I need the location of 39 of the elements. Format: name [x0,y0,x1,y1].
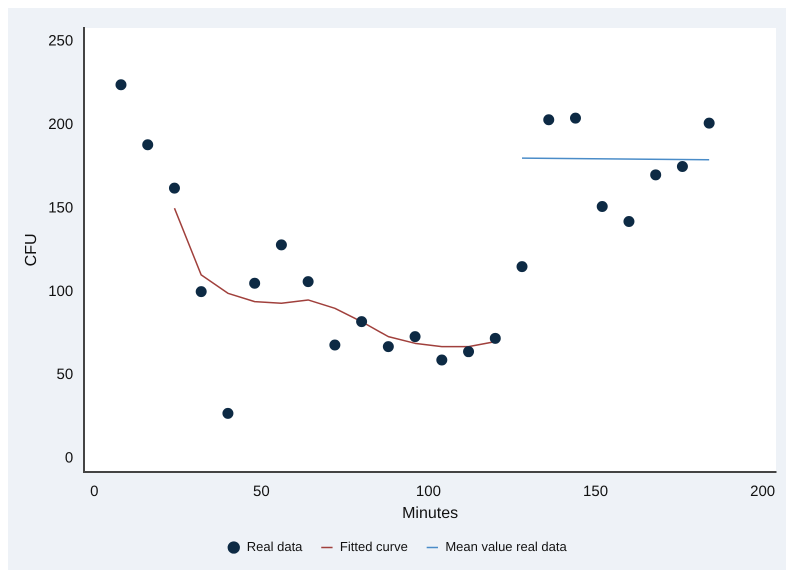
x-tick-label: 150 [583,482,608,500]
point [115,79,126,90]
point [596,201,608,212]
y-tick-label: 150 [48,199,74,216]
point [490,332,501,344]
legend-label: Real data [246,539,304,554]
point [436,354,448,366]
point [623,216,634,228]
point [356,316,368,328]
point [650,169,662,180]
y-tick-label: 100 [48,282,74,300]
point [249,278,260,289]
y-tick-label: 50 [56,366,74,384]
y-tick-label: 200 [48,116,74,133]
y-tick-label: 0 [64,450,74,467]
x-tick-label: 100 [416,482,441,500]
x-axis-title: Minutes [402,504,458,522]
point [329,340,340,350]
point [516,261,528,272]
point [196,286,207,298]
x-tick-label: 0 [90,482,98,500]
y-tick-label: 250 [48,32,74,50]
point [676,160,688,172]
point [463,346,474,358]
point [410,331,421,342]
x-tick-label: 50 [253,482,270,500]
point [302,276,314,288]
point [142,139,154,150]
point [168,182,180,194]
legend-label: Mean value real data [445,539,568,554]
legend-label: Fitted curve [340,539,408,554]
point [276,239,287,250]
point [704,118,715,129]
point [382,341,394,352]
y-axis-title: CFU [23,233,40,266]
x-tick-label: 200 [750,482,776,500]
point [543,114,554,126]
point [570,112,581,124]
point [222,408,234,419]
